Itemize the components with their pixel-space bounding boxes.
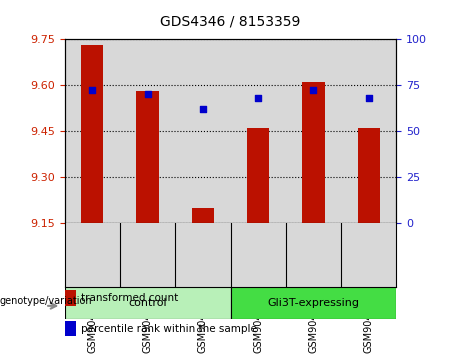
- Bar: [302, 82, 325, 223]
- Bar: [65, 290, 76, 306]
- Bar: [230, 287, 396, 319]
- Text: percentile rank within the sample: percentile rank within the sample: [81, 324, 257, 333]
- Text: GDS4346 / 8153359: GDS4346 / 8153359: [160, 14, 301, 28]
- Bar: [247, 128, 269, 223]
- Text: control: control: [128, 298, 167, 308]
- Bar: [136, 91, 159, 223]
- Text: Gli3T-expressing: Gli3T-expressing: [267, 298, 360, 308]
- Point: [310, 88, 317, 93]
- Point: [199, 106, 207, 112]
- Bar: [358, 128, 380, 223]
- Bar: [65, 287, 230, 319]
- Point: [365, 95, 372, 101]
- Bar: [65, 321, 76, 336]
- Point: [144, 91, 151, 97]
- Bar: [192, 208, 214, 223]
- Bar: [81, 45, 103, 223]
- Text: genotype/variation: genotype/variation: [0, 296, 93, 306]
- Text: transformed count: transformed count: [81, 293, 178, 303]
- Point: [89, 88, 96, 93]
- Point: [254, 95, 262, 101]
